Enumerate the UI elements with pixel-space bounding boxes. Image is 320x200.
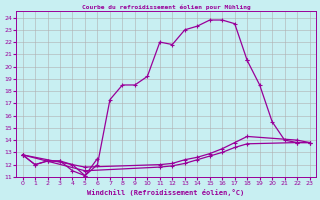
X-axis label: Windchill (Refroidissement éolien,°C): Windchill (Refroidissement éolien,°C) bbox=[87, 189, 245, 196]
Title: Courbe du refroidissement éolien pour Mühling: Courbe du refroidissement éolien pour Mü… bbox=[82, 4, 251, 10]
